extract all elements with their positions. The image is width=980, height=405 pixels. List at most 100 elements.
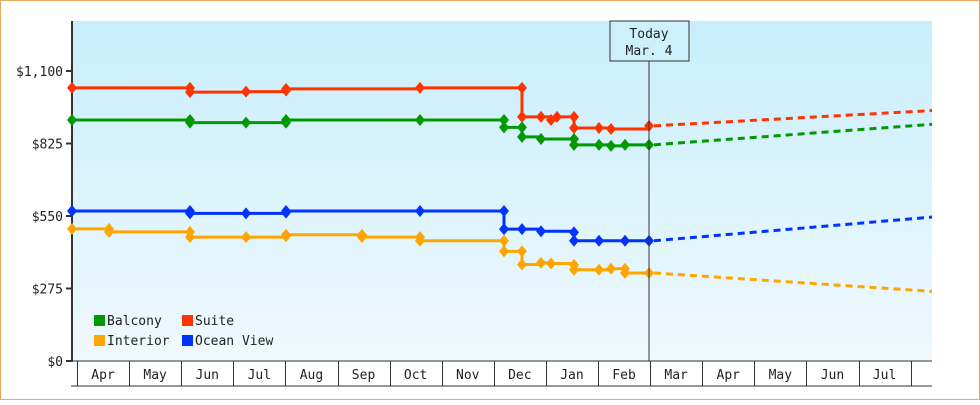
data-point[interactable] [281, 114, 291, 127]
y-tick-label: $275 [32, 283, 63, 298]
data-point[interactable] [185, 207, 195, 220]
data-point[interactable] [499, 204, 509, 217]
y-tick-label: $825 [32, 138, 63, 153]
data-point[interactable] [594, 121, 604, 134]
data-point[interactable] [104, 225, 114, 238]
data-point[interactable] [517, 110, 527, 123]
legend-label: Suite [195, 314, 234, 329]
y-tick-label: $550 [32, 210, 63, 225]
data-point[interactable] [281, 82, 291, 95]
data-point[interactable] [517, 121, 527, 134]
data-point[interactable] [569, 263, 579, 276]
data-point[interactable] [357, 231, 367, 244]
y-axis: $0 $275 $550 $825 $1,100 [16, 21, 73, 370]
data-point[interactable] [569, 110, 579, 123]
series-suite [67, 81, 933, 135]
x-month-label: Nov [456, 368, 480, 383]
series-ocean-view [67, 204, 933, 247]
data-point[interactable] [594, 263, 604, 276]
data-point[interactable] [517, 223, 527, 236]
data-point[interactable] [67, 204, 77, 217]
x-axis: Apr May Jun Jul Aug Sep Oct Nov Dec Jan Feb Mar Apr M… [71, 360, 932, 387]
x-month-label: Mar [664, 368, 688, 383]
data-point[interactable] [606, 139, 616, 152]
data-point[interactable] [415, 114, 425, 127]
x-month-label: May [769, 368, 793, 383]
data-point[interactable] [67, 222, 77, 235]
data-point[interactable] [620, 234, 630, 247]
plot-area [72, 21, 932, 361]
data-point[interactable] [606, 262, 616, 275]
y-tick-label: $1,100 [16, 65, 63, 80]
data-point[interactable] [499, 223, 509, 236]
data-point[interactable] [185, 231, 195, 244]
forecast-line [653, 271, 933, 293]
data-point[interactable] [536, 110, 546, 123]
today-date: Mar. 4 [626, 44, 673, 59]
y-tick-label: $0 [47, 355, 63, 370]
legend-swatch-icon [182, 335, 193, 346]
data-point[interactable] [517, 81, 527, 94]
data-point[interactable] [517, 130, 527, 143]
legend-swatch-icon [182, 315, 193, 326]
forecast-line [653, 122, 933, 147]
x-month-label: Apr [717, 368, 741, 383]
x-month-label: Sep [352, 368, 376, 383]
data-point[interactable] [536, 133, 546, 146]
data-point[interactable] [185, 116, 195, 129]
data-point[interactable] [67, 81, 77, 94]
data-point[interactable] [499, 121, 509, 134]
data-point[interactable] [594, 234, 604, 247]
x-month-label: Jun [821, 368, 844, 383]
forecast-line [653, 215, 933, 243]
legend-swatch-icon [94, 335, 105, 346]
data-point[interactable] [241, 85, 251, 98]
x-month-label: Aug [300, 368, 323, 383]
x-month-label: Jul [873, 368, 896, 383]
data-point[interactable] [606, 123, 616, 135]
data-point[interactable] [552, 110, 562, 123]
data-point[interactable] [517, 245, 527, 258]
x-month-label: Oct [404, 368, 427, 383]
x-month-label: Apr [91, 368, 115, 383]
data-point[interactable] [569, 226, 579, 239]
data-point[interactable] [499, 245, 509, 258]
data-point[interactable] [569, 121, 579, 134]
legend-label: Interior [107, 334, 170, 349]
x-month-label: Dec [508, 368, 531, 383]
data-point[interactable] [241, 207, 251, 220]
data-point[interactable] [415, 234, 425, 247]
data-point[interactable] [569, 138, 579, 151]
data-point[interactable] [241, 231, 251, 244]
data-point[interactable] [499, 234, 509, 247]
legend-label: Ocean View [195, 334, 273, 349]
x-month-label: Feb [612, 368, 636, 383]
data-point[interactable] [415, 81, 425, 94]
forecast-line [653, 109, 933, 128]
legend: Balcony Suite Interior Ocean View [94, 314, 273, 349]
data-point[interactable] [569, 234, 579, 247]
data-point[interactable] [536, 256, 546, 269]
data-point[interactable] [546, 257, 556, 270]
data-point[interactable] [620, 138, 630, 151]
data-point[interactable] [517, 258, 527, 271]
data-point[interactable] [620, 266, 630, 279]
data-point[interactable] [499, 114, 509, 127]
data-point[interactable] [415, 204, 425, 217]
data-point[interactable] [594, 138, 604, 151]
data-point[interactable] [241, 116, 251, 129]
data-point[interactable] [281, 228, 291, 241]
data-point[interactable] [281, 204, 291, 217]
series-interior [67, 222, 933, 293]
data-point[interactable] [536, 225, 546, 238]
today-label: Today [629, 27, 668, 42]
data-point[interactable] [67, 114, 77, 127]
data-point[interactable] [185, 86, 195, 99]
legend-label: Balcony [107, 314, 162, 329]
x-month-label: May [143, 368, 167, 383]
x-month-label: Jan [560, 368, 583, 383]
today-marker: Today Mar. 4 [609, 20, 690, 361]
legend-swatch-icon [94, 315, 105, 326]
